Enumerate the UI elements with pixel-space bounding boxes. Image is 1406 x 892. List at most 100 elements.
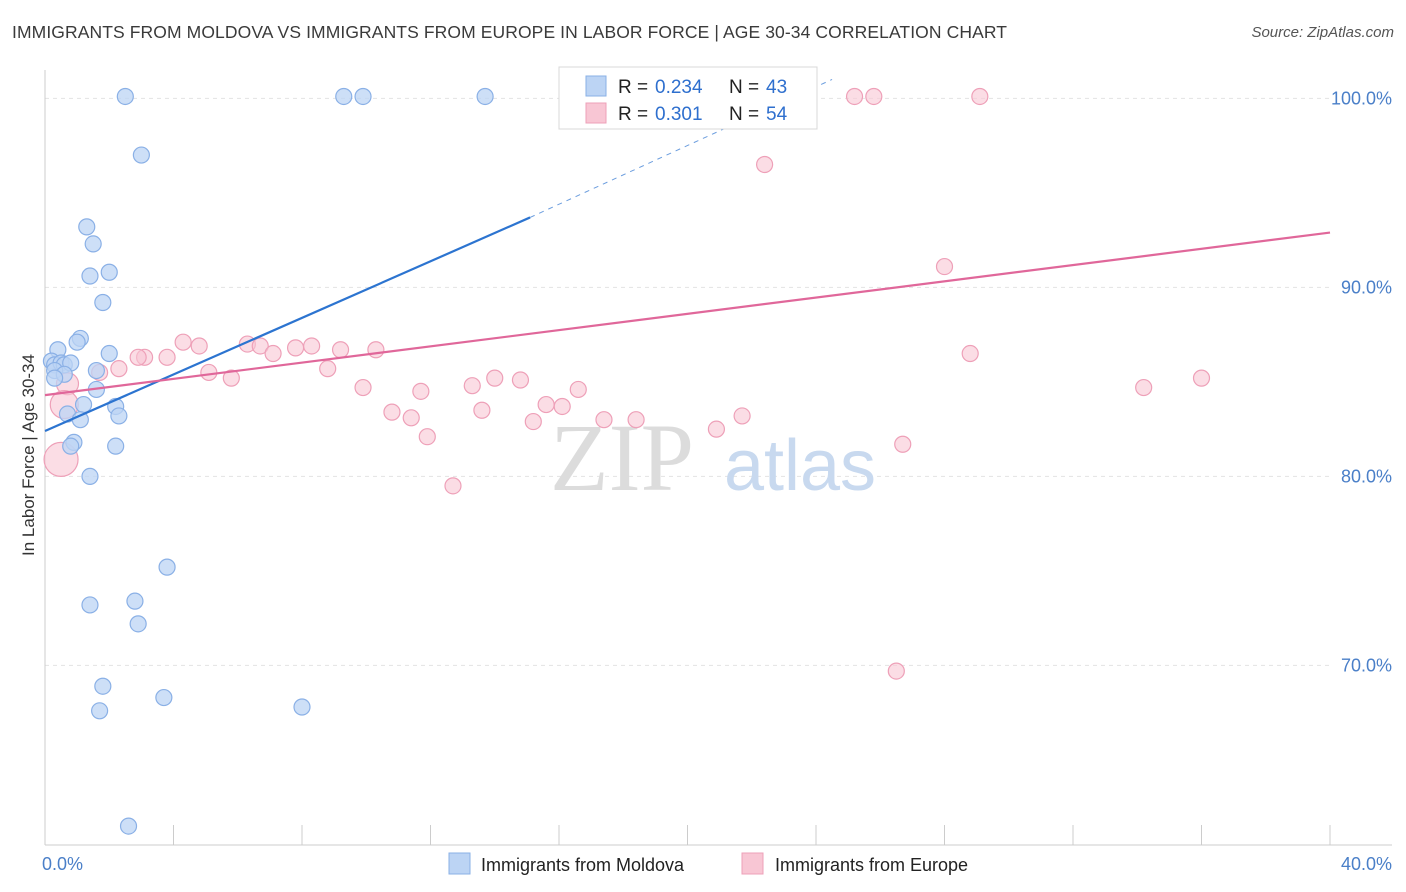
europe-point — [961, 344, 979, 363]
x-tick-label-1: 40.0% — [1341, 854, 1392, 874]
legend-europe-n-label: N = — [729, 104, 759, 125]
europe-point — [595, 411, 613, 429]
europe-point — [971, 87, 989, 106]
moldova-point — [81, 596, 99, 614]
bottom-legend-moldova-swatch — [448, 852, 471, 875]
europe-point — [158, 348, 176, 366]
top-legend: R = 0.234 N = 43 R = 0.301 N = 54 — [558, 66, 818, 130]
moldova-point — [94, 293, 112, 312]
bottom-legend-moldova-label: Immigrants from Moldova — [481, 855, 685, 875]
europe-point — [707, 420, 726, 438]
legend-europe-n-value: 54 — [766, 104, 788, 125]
legend-europe-r-label: R = — [618, 104, 648, 125]
y-tick-label-1: 90.0% — [1341, 277, 1392, 297]
europe-point — [894, 435, 912, 453]
chart-title: IMMIGRANTS FROM MOLDOVA VS IMMIGRANTS FR… — [12, 22, 1008, 42]
europe-point — [524, 412, 542, 431]
moldova-point — [94, 677, 112, 695]
x-tick-label-0: 0.0% — [42, 854, 83, 874]
trend-lines — [44, 78, 1331, 433]
moldova-point — [119, 817, 138, 835]
europe-point — [319, 360, 337, 378]
europe-point — [200, 363, 218, 382]
moldova-point — [129, 615, 147, 633]
europe-point — [1135, 378, 1153, 397]
europe-point — [412, 382, 430, 400]
europe-point — [865, 87, 883, 106]
europe-point — [935, 257, 954, 276]
europe-point — [222, 369, 240, 387]
axes — [44, 70, 1392, 846]
watermark-atlas: atlas — [724, 426, 876, 506]
legend-moldova-n-value: 43 — [766, 77, 787, 98]
legend-moldova-swatch — [585, 75, 607, 97]
moldova-point — [81, 267, 99, 285]
moldova-point — [132, 146, 150, 164]
moldova-point — [81, 467, 99, 486]
moldova-point — [74, 395, 93, 414]
europe-point — [264, 344, 282, 363]
europe-point — [486, 369, 504, 387]
europe-point — [383, 403, 401, 421]
moldova-point — [100, 344, 118, 363]
europe-point — [537, 395, 555, 414]
moldova-point — [293, 698, 311, 716]
moldova-point — [62, 437, 80, 455]
moldova-point — [116, 87, 134, 106]
bottom-legend: Immigrants from Moldova Immigrants from … — [448, 852, 968, 875]
watermark: ZIP atlas — [550, 404, 876, 511]
europe-point — [444, 477, 462, 495]
bottom-legend-europe-label: Immigrants from Europe — [775, 855, 968, 875]
moldova-point — [107, 437, 125, 455]
europe-point — [129, 348, 147, 366]
moldova-point — [155, 688, 173, 707]
europe-point — [418, 428, 436, 446]
europe-point — [887, 662, 905, 680]
y-tick-labels: 100.0% 90.0% 80.0% 70.0% — [1331, 88, 1392, 675]
moldova-point — [68, 333, 86, 351]
moldova-point — [335, 87, 353, 106]
moldova-point — [100, 263, 118, 281]
moldova-point — [354, 87, 372, 106]
bottom-legend-europe-swatch — [741, 852, 764, 875]
europe-point — [174, 333, 192, 351]
europe-point — [354, 378, 372, 397]
moldova-point — [158, 558, 176, 576]
europe-point — [286, 339, 305, 357]
europe-point — [251, 337, 269, 355]
europe-point — [190, 337, 208, 355]
europe-point — [331, 341, 350, 359]
moldova-point — [110, 407, 128, 425]
x-tick-labels: 0.0% 40.0% — [42, 854, 1392, 874]
legend-europe-swatch — [585, 102, 607, 124]
y-tick-label-0: 100.0% — [1331, 88, 1392, 108]
moldova-point — [84, 235, 102, 253]
europe-trend-line — [44, 231, 1331, 397]
europe-point — [569, 380, 587, 399]
y-tick-label-2: 80.0% — [1341, 466, 1392, 486]
europe-point — [1192, 369, 1211, 387]
europe-point — [553, 397, 571, 416]
chart-source: Source: ZipAtlas.com — [1251, 24, 1394, 41]
europe-point — [733, 407, 751, 425]
europe-points — [43, 87, 1211, 680]
moldova-point — [87, 361, 106, 380]
europe-point — [303, 337, 321, 355]
legend-europe-r-value: 0.301 — [655, 104, 703, 125]
watermark-zip: ZIP — [550, 404, 694, 511]
europe-point — [511, 371, 530, 389]
legend-moldova-r-label: R = — [618, 77, 648, 98]
europe-point — [463, 377, 481, 395]
europe-point — [402, 409, 420, 427]
legend-moldova-r-value: 0.234 — [655, 77, 703, 98]
europe-point — [110, 360, 128, 378]
moldova-point — [476, 87, 494, 106]
europe-point — [367, 341, 385, 359]
europe-point — [845, 87, 864, 106]
moldova-point — [78, 218, 96, 236]
moldova-points — [42, 87, 494, 835]
europe-point — [755, 155, 774, 174]
y-tick-label-3: 70.0% — [1341, 655, 1392, 675]
legend-moldova-n-label: N = — [729, 77, 759, 98]
